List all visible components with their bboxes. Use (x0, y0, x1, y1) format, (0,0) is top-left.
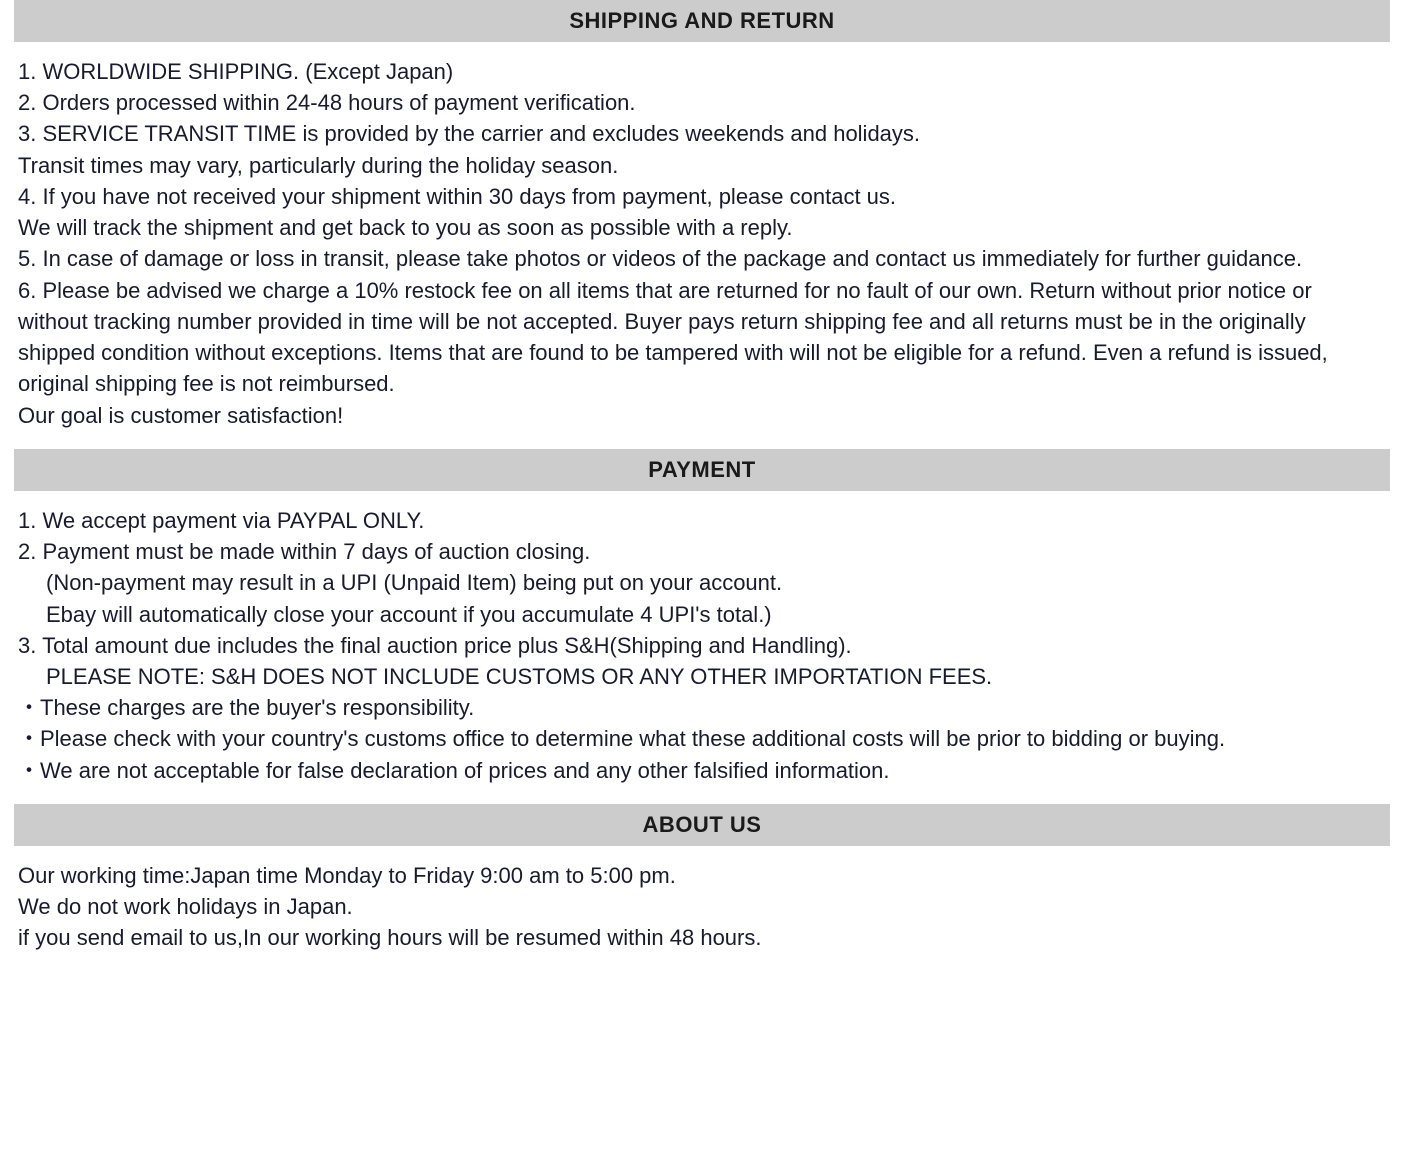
about-line-3: if you send email to us,In our working h… (18, 922, 1386, 953)
payment-bullet-2: ・Please check with your country's custom… (18, 723, 1386, 754)
payment-line-2: 2. Payment must be made within 7 days of… (18, 536, 1386, 567)
shipping-line-6: We will track the shipment and get back … (18, 212, 1386, 243)
payment-bullet-1: ・These charges are the buyer's responsib… (18, 692, 1386, 723)
payment-body: 1. We accept payment via PAYPAL ONLY. 2.… (14, 491, 1390, 804)
shipping-line-9: Our goal is customer satisfaction! (18, 400, 1386, 431)
about-header: ABOUT US (14, 804, 1390, 846)
about-line-1: Our working time:Japan time Monday to Fr… (18, 860, 1386, 891)
shipping-line-5: 4. If you have not received your shipmen… (18, 181, 1386, 212)
shipping-line-4: Transit times may vary, particularly dur… (18, 150, 1386, 181)
shipping-header: SHIPPING AND RETURN (14, 0, 1390, 42)
payment-indent-2: Ebay will automatically close your accou… (18, 599, 1386, 630)
shipping-line-3: 3. SERVICE TRANSIT TIME is provided by t… (18, 118, 1386, 149)
shipping-line-2: 2. Orders processed within 24-48 hours o… (18, 87, 1386, 118)
about-body: Our working time:Japan time Monday to Fr… (14, 846, 1390, 972)
payment-indent-3: PLEASE NOTE: S&H DOES NOT INCLUDE CUSTOM… (18, 661, 1386, 692)
shipping-line-1: 1. WORLDWIDE SHIPPING. (Except Japan) (18, 56, 1386, 87)
payment-header: PAYMENT (14, 449, 1390, 491)
shipping-line-7: 5. In case of damage or loss in transit,… (18, 243, 1386, 274)
payment-line-1: 1. We accept payment via PAYPAL ONLY. (18, 505, 1386, 536)
document-container: SHIPPING AND RETURN 1. WORLDWIDE SHIPPIN… (0, 0, 1404, 992)
payment-line-3: 3. Total amount due includes the final a… (18, 630, 1386, 661)
about-line-2: We do not work holidays in Japan. (18, 891, 1386, 922)
shipping-line-8: 6. Please be advised we charge a 10% res… (18, 275, 1386, 400)
payment-indent-1: (Non-payment may result in a UPI (Unpaid… (18, 567, 1386, 598)
shipping-body: 1. WORLDWIDE SHIPPING. (Except Japan) 2.… (14, 42, 1390, 449)
payment-bullet-3: ・We are not acceptable for false declara… (18, 755, 1386, 786)
